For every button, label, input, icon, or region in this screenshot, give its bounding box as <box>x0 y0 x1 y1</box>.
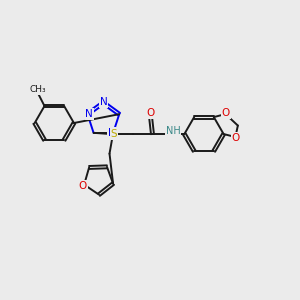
Text: O: O <box>79 181 87 191</box>
Text: N: N <box>85 109 93 119</box>
Text: S: S <box>110 129 117 139</box>
Text: CH₃: CH₃ <box>29 85 46 94</box>
Text: O: O <box>232 133 240 143</box>
Text: NH: NH <box>166 126 181 136</box>
Text: N: N <box>100 97 107 107</box>
Text: O: O <box>146 108 154 118</box>
Text: O: O <box>222 108 230 118</box>
Text: N: N <box>108 128 115 138</box>
